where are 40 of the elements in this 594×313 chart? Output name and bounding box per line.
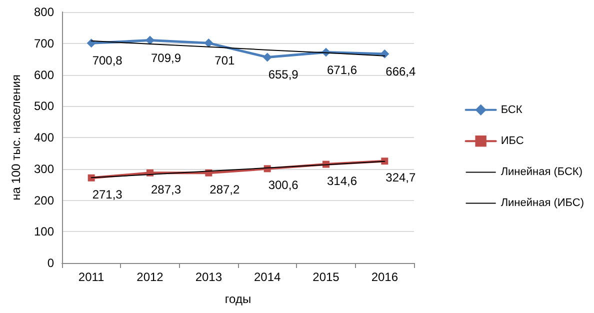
data-label: 287,3 (150, 182, 182, 196)
y-tick-label: 0 (47, 256, 54, 270)
legend-label: Линейная (БСК) (500, 166, 583, 178)
x-tick-label: 2015 (312, 270, 340, 284)
x-tick-label: 2011 (78, 270, 105, 284)
legend-label: ИБС (500, 135, 524, 148)
point (88, 174, 95, 182)
data-label: 271,3 (92, 187, 123, 202)
x-tick-label: 2012 (136, 270, 164, 284)
data-label: 671,6 (326, 62, 358, 77)
y-tick-label: 500 (34, 99, 54, 114)
x-tick-label: 2016 (371, 270, 398, 284)
y-tick-label: 200 (34, 193, 54, 208)
y-tick-label: 300 (34, 162, 54, 176)
y-tick-label: 700 (34, 36, 54, 50)
data-label: 709,9 (150, 50, 182, 65)
y-axis-title: на 100 тыс. населения (9, 74, 23, 200)
data-label: 314,6 (326, 174, 358, 188)
data-label: 701 (214, 54, 235, 68)
legend-label: Линейная (ИБС) (500, 197, 584, 210)
point (381, 158, 388, 165)
point (204, 38, 214, 48)
data-label: 287,2 (210, 182, 240, 196)
point (146, 36, 154, 45)
x-tick-label: 2013 (195, 270, 222, 284)
x-tick-label: 2014 (254, 270, 282, 284)
point (86, 38, 96, 48)
data-label: 655,9 (268, 68, 299, 82)
data-label: 666,4 (386, 64, 416, 78)
point (380, 49, 390, 58)
y-tick-label: 400 (34, 130, 54, 144)
data-label: 700,8 (92, 54, 123, 68)
point (262, 52, 272, 62)
data-label: 324,7 (386, 170, 416, 185)
y-tick-label: 100 (34, 224, 54, 239)
x-axis-title: годы (224, 292, 252, 306)
data-label: 300,6 (268, 178, 299, 192)
y-tick-label: 800 (34, 5, 54, 19)
y-tick-label: 600 (34, 68, 54, 82)
legend-label: БСК (500, 104, 523, 116)
